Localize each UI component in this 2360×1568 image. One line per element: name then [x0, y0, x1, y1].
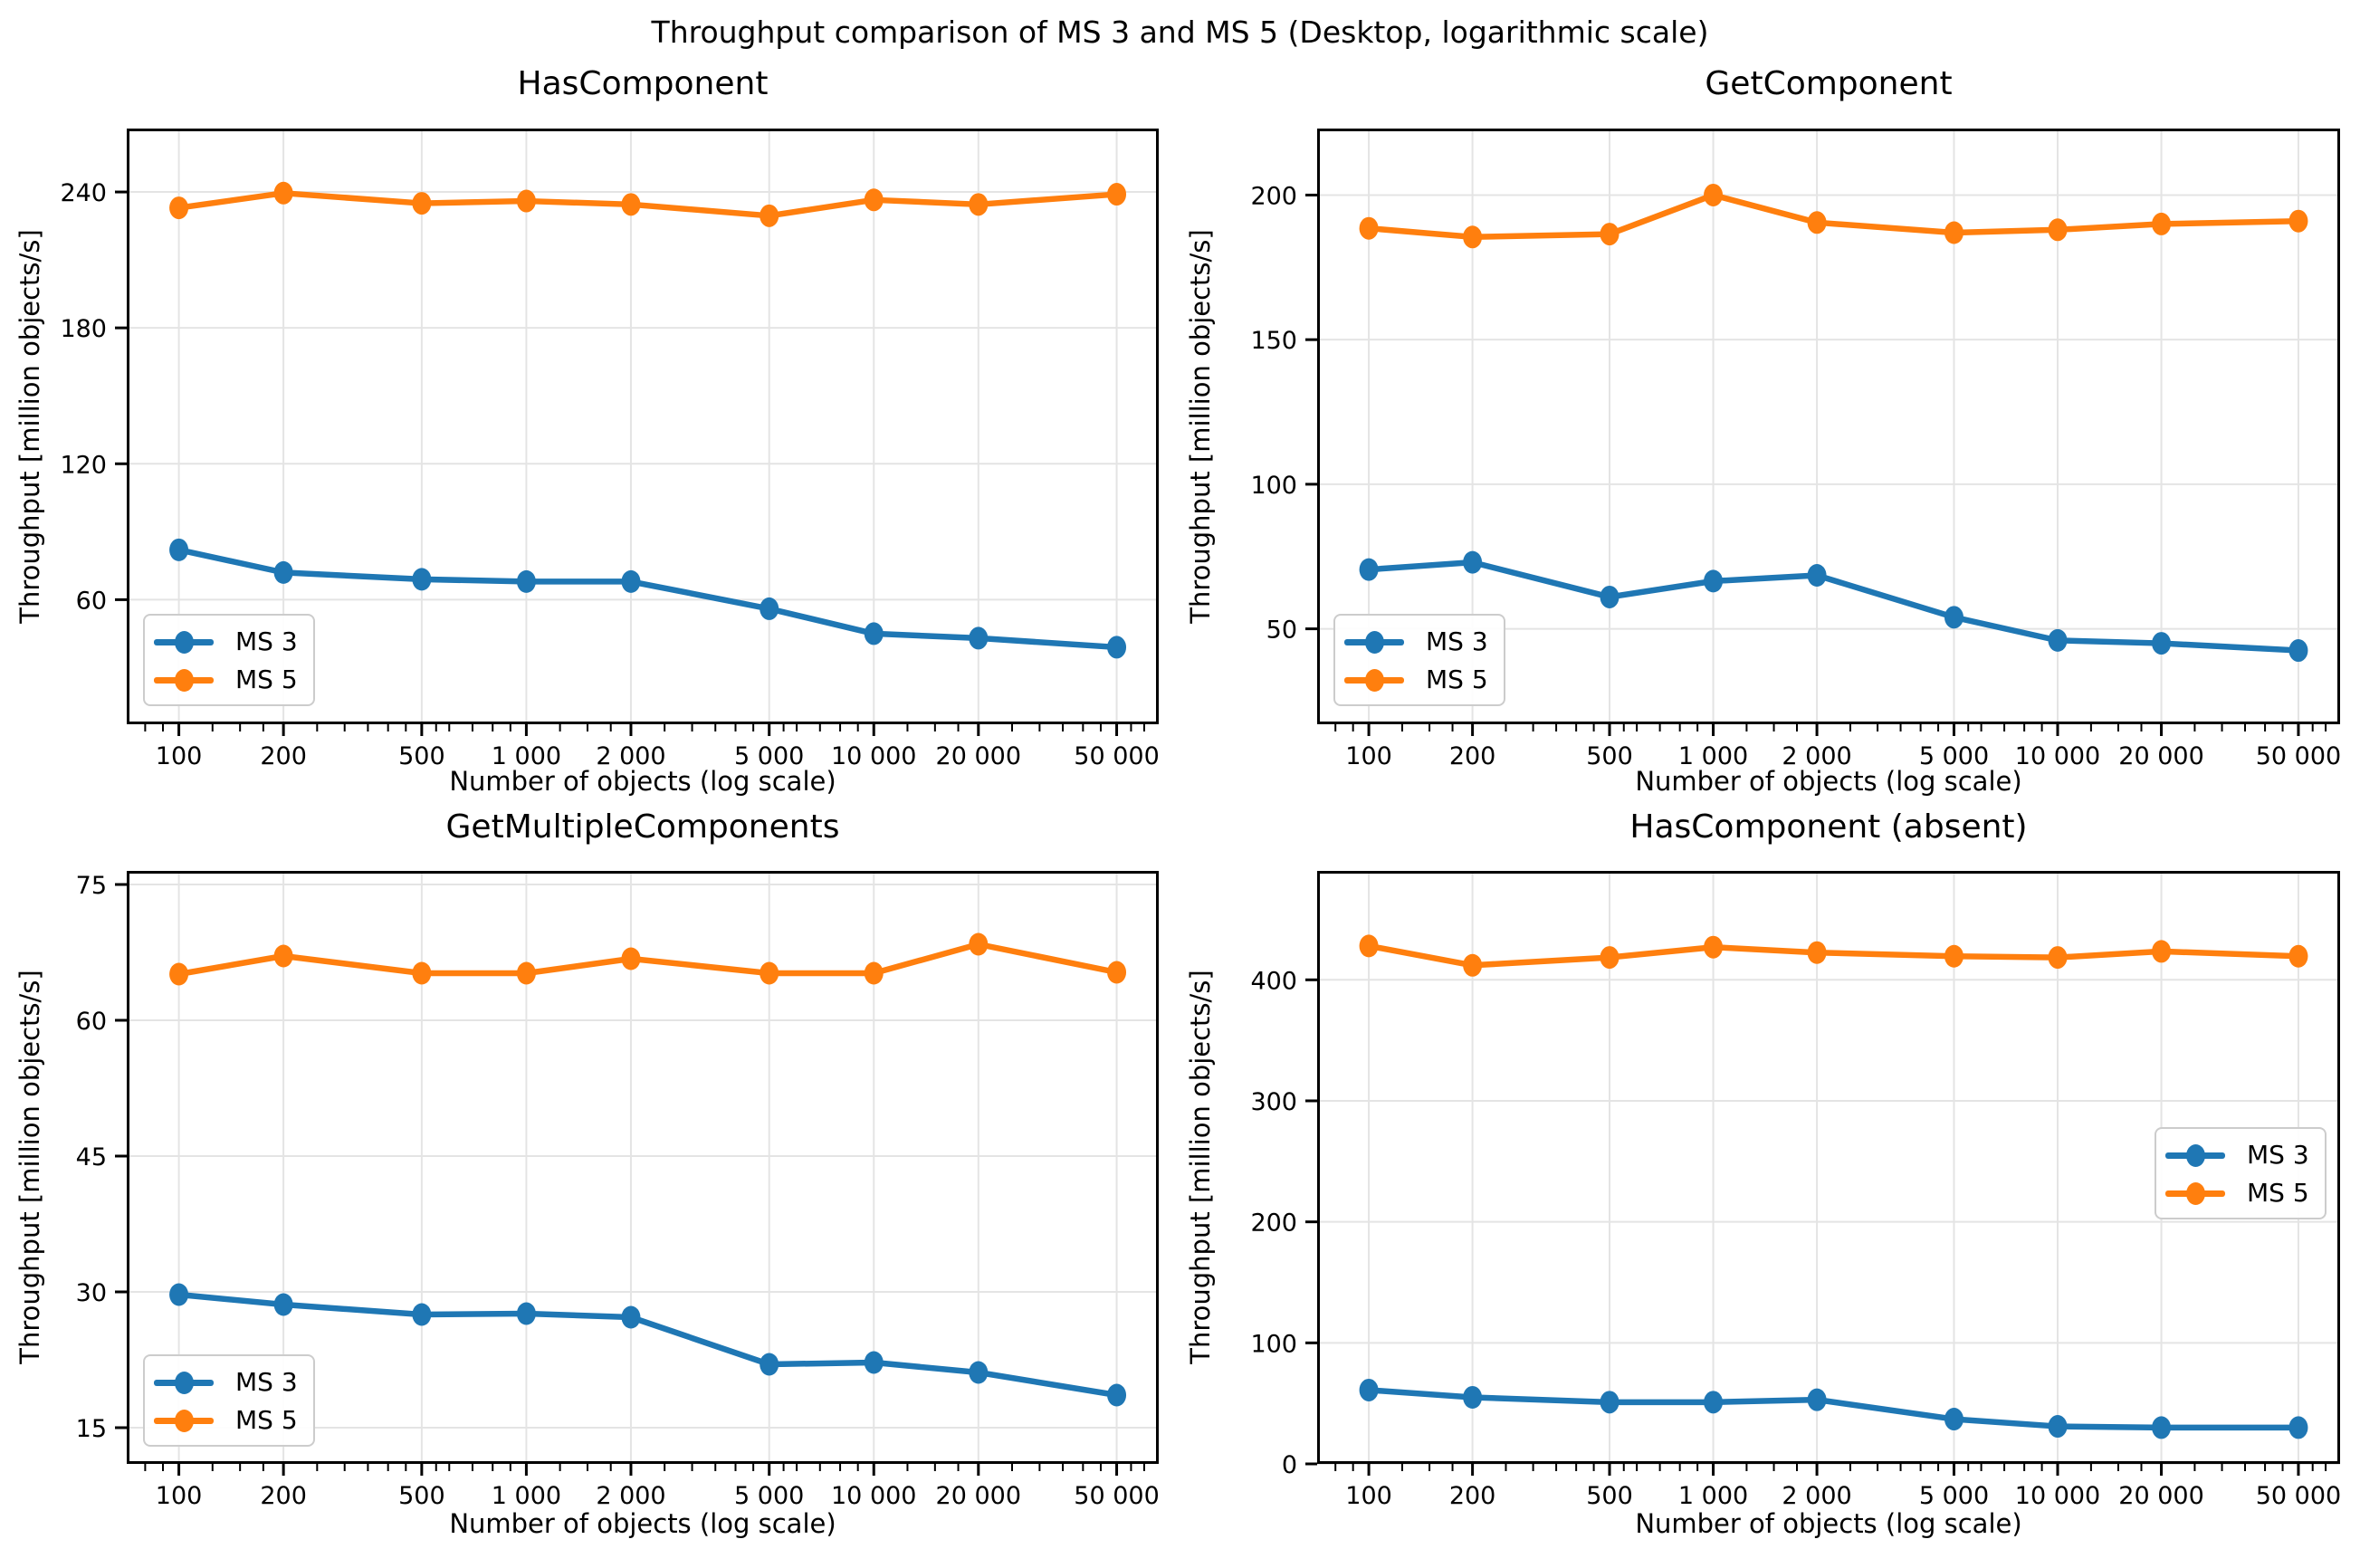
- legend-item-ms3: MS 3: [2165, 1136, 2314, 1174]
- subplot-title-hascomponent-absent: HasComponent (absent): [1629, 808, 2028, 846]
- subplot-title-getcomponent: GetComponent: [1705, 65, 1953, 102]
- legend-item-ms5: MS 5: [2165, 1174, 2314, 1212]
- subplot-title-hascomponent: HasComponent: [517, 65, 769, 102]
- svg-text:20 000: 20 000: [2118, 1482, 2203, 1510]
- svg-text:60: 60: [76, 1008, 107, 1036]
- svg-text:45: 45: [76, 1143, 107, 1171]
- svg-text:120: 120: [60, 451, 107, 479]
- y-axis-label: Throughput [million objects/s]: [14, 229, 45, 624]
- svg-text:300: 300: [1250, 1088, 1297, 1116]
- figure-title: Throughput comparison of MS 3 and MS 5 (…: [651, 14, 1709, 50]
- svg-text:240: 240: [60, 179, 107, 207]
- svg-text:1 000: 1 000: [1678, 1482, 1748, 1510]
- svg-text:15: 15: [76, 1415, 107, 1443]
- ms3-line-marker-icon: [154, 629, 214, 655]
- legend-item-ms5: MS 5: [1344, 661, 1493, 699]
- svg-text:200: 200: [1449, 742, 1496, 770]
- ms5-line-marker-icon: [1344, 667, 1404, 693]
- ms3-line-marker-icon: [2165, 1143, 2225, 1168]
- svg-text:500: 500: [1586, 742, 1633, 770]
- svg-text:10 000: 10 000: [831, 742, 916, 770]
- svg-text:100: 100: [156, 1482, 203, 1510]
- svg-text:180: 180: [60, 315, 107, 343]
- svg-text:10 000: 10 000: [2015, 1482, 2100, 1510]
- plot-area-hascomponent-absent: 0 100 200 300 400 100 200 500 1 000 2 000 5 000 10 …: [1250, 871, 2341, 1510]
- svg-text:1 000: 1 000: [1678, 742, 1748, 770]
- svg-text:1 000: 1 000: [492, 742, 561, 770]
- svg-text:100: 100: [1345, 1482, 1392, 1510]
- legend-label-ms3: MS 3: [1426, 626, 1488, 656]
- svg-text:100: 100: [156, 742, 203, 770]
- svg-text:500: 500: [398, 1482, 445, 1510]
- legend-item-ms5: MS 5: [154, 1401, 302, 1439]
- legend-item-ms3: MS 3: [154, 623, 302, 661]
- x-axis-label: Number of objects (log scale): [449, 1508, 836, 1539]
- ms5-line-marker-icon: [154, 1408, 214, 1433]
- legend-item-ms5: MS 5: [154, 661, 302, 699]
- legend-label-ms5: MS 5: [1426, 664, 1488, 694]
- svg-text:2 000: 2 000: [596, 742, 665, 770]
- svg-text:50 000: 50 000: [2256, 1482, 2341, 1510]
- legend-label-ms5: MS 5: [2247, 1178, 2309, 1208]
- legend: MS 3 MS 5: [143, 1354, 315, 1447]
- y-axis-label: Throughput [million objects/s]: [1185, 229, 1216, 624]
- svg-text:100: 100: [1250, 472, 1297, 500]
- svg-text:2 000: 2 000: [596, 1482, 665, 1510]
- ms5-line-marker-icon: [154, 667, 214, 693]
- subplot-title-getmultiplecomponents: GetMultipleComponents: [445, 808, 840, 846]
- ms3-line-marker-icon: [154, 1370, 214, 1395]
- legend: MS 3 MS 5: [1333, 614, 1505, 706]
- svg-text:200: 200: [260, 1482, 307, 1510]
- svg-text:200: 200: [1250, 182, 1297, 210]
- svg-text:30: 30: [76, 1279, 107, 1307]
- legend-label-ms5: MS 5: [235, 664, 298, 694]
- svg-text:5 000: 5 000: [734, 742, 804, 770]
- svg-text:50 000: 50 000: [2256, 742, 2341, 770]
- svg-text:20 000: 20 000: [936, 742, 1021, 770]
- legend-label-ms3: MS 3: [2247, 1140, 2309, 1170]
- svg-text:200: 200: [260, 742, 307, 770]
- svg-text:0: 0: [1282, 1451, 1297, 1479]
- legend: MS 3 MS 5: [143, 614, 315, 706]
- y-axis-label: Throughput [million objects/s]: [1185, 970, 1216, 1364]
- legend-label-ms3: MS 3: [235, 626, 298, 656]
- svg-text:200: 200: [1250, 1209, 1297, 1238]
- svg-text:2 000: 2 000: [1782, 742, 1851, 770]
- ms3-line-marker-icon: [1344, 629, 1404, 655]
- svg-text:75: 75: [76, 872, 107, 900]
- legend-label-ms5: MS 5: [235, 1405, 298, 1435]
- x-axis-label: Number of objects (log scale): [1635, 766, 2022, 797]
- svg-text:20 000: 20 000: [936, 1482, 1021, 1510]
- svg-text:5 000: 5 000: [734, 1482, 804, 1510]
- svg-text:100: 100: [1250, 1330, 1297, 1358]
- legend: MS 3 MS 5: [2155, 1127, 2327, 1219]
- legend-item-ms3: MS 3: [1344, 623, 1493, 661]
- plot-area-hascomponent: 60 120 180 240 100 200 500 1 000 2 000 5 000 10 00…: [60, 129, 1160, 770]
- svg-text:400: 400: [1250, 967, 1297, 995]
- svg-text:50 000: 50 000: [1074, 1482, 1159, 1510]
- ms5-line-marker-icon: [2165, 1181, 2225, 1206]
- svg-text:60: 60: [76, 587, 107, 615]
- legend-item-ms3: MS 3: [154, 1363, 302, 1401]
- svg-text:20 000: 20 000: [2118, 742, 2203, 770]
- svg-text:10 000: 10 000: [2015, 742, 2100, 770]
- svg-text:2 000: 2 000: [1782, 1482, 1851, 1510]
- svg-text:150: 150: [1250, 327, 1297, 355]
- svg-text:1 000: 1 000: [492, 1482, 561, 1510]
- svg-text:5 000: 5 000: [1919, 1482, 1989, 1510]
- x-axis-label: Number of objects (log scale): [449, 766, 836, 797]
- svg-text:500: 500: [398, 742, 445, 770]
- svg-text:50: 50: [1266, 617, 1297, 645]
- y-axis-label: Throughput [million objects/s]: [14, 970, 45, 1364]
- svg-text:10 000: 10 000: [831, 1482, 916, 1510]
- svg-text:200: 200: [1449, 1482, 1496, 1510]
- svg-text:50 000: 50 000: [1074, 742, 1159, 770]
- svg-text:100: 100: [1345, 742, 1392, 770]
- svg-text:500: 500: [1586, 1482, 1633, 1510]
- svg-text:5 000: 5 000: [1919, 742, 1989, 770]
- x-axis-label: Number of objects (log scale): [1635, 1508, 2022, 1539]
- legend-label-ms3: MS 3: [235, 1367, 298, 1397]
